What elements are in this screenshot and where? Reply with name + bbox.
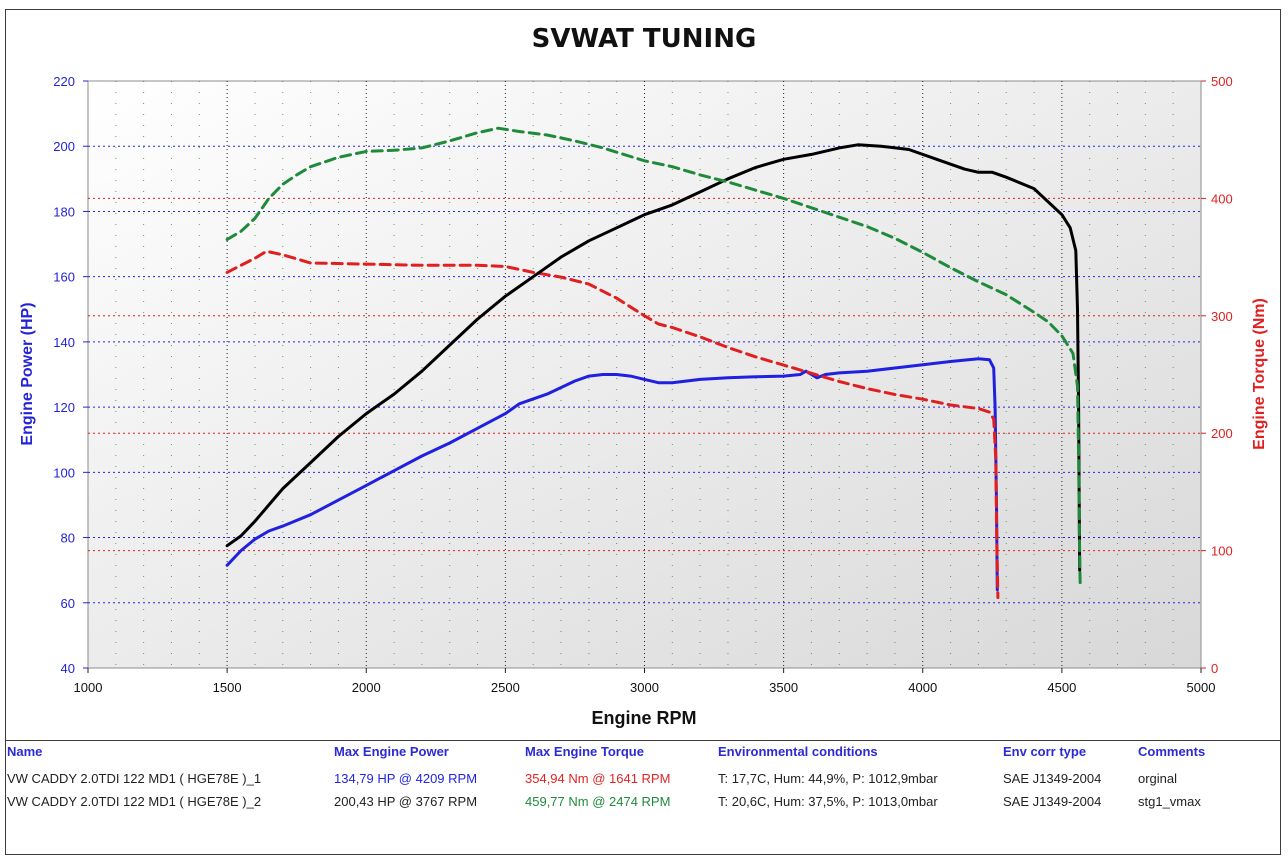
dyno-chart: SVWAT TUNING 1000 1500 2000 2500 3000 3500 400… bbox=[19, 24, 1268, 728]
chart-title: SVWAT TUNING bbox=[532, 24, 757, 54]
y-left-tick-label: 220 bbox=[53, 74, 75, 89]
y-right-tick-label: 300 bbox=[1211, 309, 1233, 324]
row-max-torque: 354,94 Nm @ 1641 RPM bbox=[525, 771, 671, 786]
row-env: T: 17,7C, Hum: 44,9%, P: 1012,9mbar bbox=[718, 771, 938, 786]
results-table: Name Max Engine Power Max Engine Torque … bbox=[5, 740, 1281, 855]
x-tick-label: 5000 bbox=[1187, 680, 1216, 695]
y-left-tick-label: 180 bbox=[53, 204, 75, 219]
row-name: VW CADDY 2.0TDI 122 MD1 ( HGE78E )_1 bbox=[7, 771, 262, 786]
y-right-tick-label: 500 bbox=[1211, 74, 1233, 89]
y-left-tick-label: 140 bbox=[53, 335, 75, 350]
y-left-tick-label: 80 bbox=[61, 531, 75, 546]
header-max-torque: Max Engine Torque bbox=[525, 744, 644, 759]
row-max-torque: 459,77 Nm @ 2474 RPM bbox=[525, 794, 671, 809]
header-corr: Env corr type bbox=[1003, 744, 1087, 759]
row-comments: orginal bbox=[1138, 771, 1178, 786]
series-line-1-power bbox=[225, 357, 999, 592]
x-tick-label: 2000 bbox=[352, 680, 381, 695]
series-line-4-torque bbox=[225, 126, 1082, 588]
y-left-tick-label: 40 bbox=[61, 661, 75, 676]
table-row: VW CADDY 2.0TDI 122 MD1 ( HGE78E )_2 200… bbox=[5, 794, 1281, 812]
y-axis-left-label: Engine Power (HP) bbox=[19, 302, 36, 445]
header-max-power: Max Engine Power bbox=[334, 744, 449, 759]
results-header-row: Name Max Engine Power Max Engine Torque … bbox=[5, 744, 1281, 762]
y-left-tick-label: 160 bbox=[53, 270, 75, 285]
y-left-tick-label: 200 bbox=[53, 139, 75, 154]
grid bbox=[88, 81, 1201, 668]
row-corr: SAE J1349-2004 bbox=[1003, 794, 1102, 809]
y-left-tick-label: 60 bbox=[61, 596, 75, 611]
table-row: VW CADDY 2.0TDI 122 MD1 ( HGE78E )_1 134… bbox=[5, 771, 1281, 789]
row-corr: SAE J1349-2004 bbox=[1003, 771, 1102, 786]
axes: 1000 1500 2000 2500 3000 3500 4000 4500 50004060… bbox=[53, 74, 1232, 695]
x-tick-label: 2500 bbox=[491, 680, 520, 695]
plot-area bbox=[87, 80, 1202, 669]
y-left-tick-label: 120 bbox=[53, 400, 75, 415]
x-axis-label: Engine RPM bbox=[591, 708, 696, 728]
x-tick-label: 3500 bbox=[769, 680, 798, 695]
y-right-tick-label: 400 bbox=[1211, 191, 1233, 206]
header-name: Name bbox=[7, 744, 43, 759]
row-max-power: 134,79 HP @ 4209 RPM bbox=[334, 771, 478, 786]
y-right-tick-label: 0 bbox=[1211, 661, 1218, 676]
x-tick-label: 1500 bbox=[213, 680, 242, 695]
row-max-power: 200,43 HP @ 3767 RPM bbox=[334, 794, 478, 809]
y-axis-right-label: Engine Torque (Nm) bbox=[1251, 298, 1268, 450]
row-env: T: 20,6C, Hum: 37,5%, P: 1013,0mbar bbox=[718, 794, 938, 809]
x-tick-label: 4500 bbox=[1047, 680, 1076, 695]
header-env: Environmental conditions bbox=[718, 744, 878, 759]
series-line-2-torque bbox=[225, 249, 1000, 600]
y-right-tick-label: 200 bbox=[1211, 426, 1233, 441]
series-line-3-power bbox=[225, 143, 1082, 572]
series-group bbox=[225, 126, 1082, 600]
x-tick-label: 3000 bbox=[630, 680, 659, 695]
y-right-tick-label: 100 bbox=[1211, 544, 1233, 559]
x-tick-label: 4000 bbox=[908, 680, 937, 695]
row-comments: stg1_vmax bbox=[1138, 794, 1201, 809]
y-left-tick-label: 100 bbox=[53, 465, 75, 480]
header-comments: Comments bbox=[1138, 744, 1206, 759]
row-name: VW CADDY 2.0TDI 122 MD1 ( HGE78E )_2 bbox=[7, 794, 262, 809]
x-tick-label: 1000 bbox=[74, 680, 103, 695]
